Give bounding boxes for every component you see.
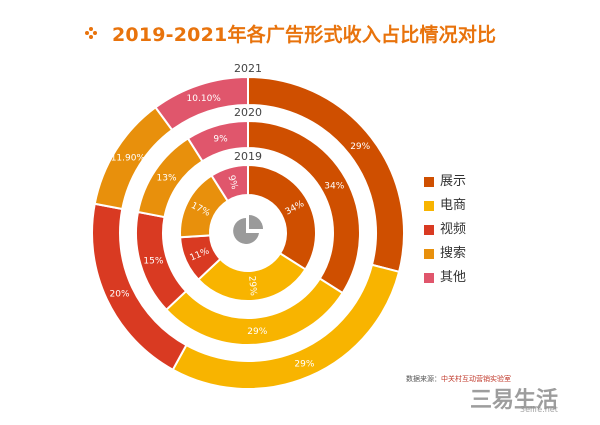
ring-year-label: 2020 (234, 106, 262, 119)
slice-label: 10.10% (187, 94, 222, 104)
legend-label: 展示 (440, 174, 467, 189)
diamond-bullet-icon (85, 27, 97, 39)
donut-slice-2019-电商 (197, 251, 307, 302)
legend-swatch (424, 273, 434, 283)
chart-legend: 展示电商视频搜索其他 (424, 170, 466, 290)
slice-label: 15% (143, 256, 163, 266)
legend-item: 其他 (424, 266, 466, 290)
slice-label: 9% (225, 174, 239, 191)
ring-year-label: 2021 (234, 62, 262, 75)
slice-label: 13% (157, 174, 177, 184)
legend-item: 展示 (424, 170, 466, 194)
pie-chart-icon (227, 210, 269, 252)
legend-item: 视频 (424, 218, 466, 242)
slice-label: 29% (247, 327, 267, 337)
ring-year-label: 2019 (234, 150, 262, 163)
slice-label: 9% (213, 134, 228, 144)
donut-slice-2021-其他 (154, 75, 249, 132)
legend-swatch (424, 201, 434, 211)
donut-slice-2019-其他 (210, 163, 249, 203)
legend-swatch (424, 249, 434, 259)
data-source-text: 中关村互动营销实验室 (441, 375, 511, 383)
legend-item: 搜索 (424, 242, 466, 266)
legend-label: 搜索 (440, 246, 467, 261)
donut-slice-2020-其他 (186, 119, 249, 163)
legend-swatch (424, 177, 434, 187)
legend-label: 其他 (440, 270, 467, 285)
legend-swatch (424, 225, 434, 235)
slice-label: 20% (110, 289, 130, 299)
legend-label: 电商 (440, 198, 467, 213)
legend-label: 视频 (440, 222, 467, 237)
chart-title: 2019-2021年各广告形式收入占比情况对比 (112, 24, 497, 46)
slice-label: 34% (324, 182, 344, 192)
data-source-label: 数据来源： (406, 375, 441, 383)
legend-item: 电商 (424, 194, 466, 218)
slice-label: 29% (246, 275, 258, 296)
watermark-url: 3elife.net (520, 405, 558, 414)
watermark-logo: 三易生活 (470, 388, 559, 413)
data-source: 数据来源：中关村互动营销实验室 (406, 374, 511, 384)
slice-label: 29% (350, 142, 370, 152)
slice-label: 11.90% (111, 153, 146, 163)
slice-label: 29% (294, 359, 314, 369)
donut-slice-2019-展示 (247, 163, 317, 271)
